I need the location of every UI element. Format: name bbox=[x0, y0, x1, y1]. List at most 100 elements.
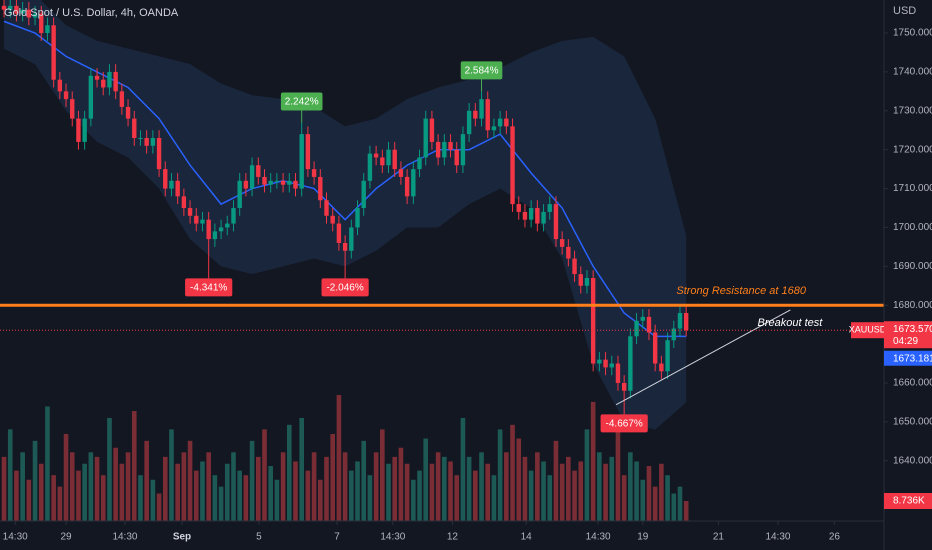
y-tick-label: 1730.000 bbox=[893, 105, 932, 116]
basis-label: 1673.181 bbox=[893, 353, 932, 364]
x-tick-label: 14:30 bbox=[586, 532, 611, 543]
volume-bar bbox=[324, 456, 329, 521]
candle-body bbox=[380, 157, 385, 166]
marker-box bbox=[460, 61, 503, 80]
symbol-tag bbox=[851, 322, 884, 339]
candle-body bbox=[94, 75, 100, 80]
candle-body bbox=[330, 215, 335, 224]
candle-body bbox=[144, 138, 149, 146]
candle-body bbox=[535, 208, 540, 224]
volume-bar bbox=[69, 452, 75, 521]
candle-body bbox=[411, 169, 416, 197]
candle-body bbox=[404, 176, 410, 197]
marker-label: -4.341% bbox=[190, 282, 227, 293]
volume-bar bbox=[547, 475, 553, 521]
candle-body bbox=[76, 118, 81, 142]
candle-body bbox=[497, 118, 503, 127]
candle-body bbox=[367, 153, 373, 181]
chart-title: Gold Spot / U.S. Dollar, 4h, OANDA bbox=[4, 7, 179, 19]
volume-bar bbox=[386, 463, 391, 521]
candle-body bbox=[659, 363, 664, 372]
marker-box bbox=[185, 278, 233, 297]
volume-bar bbox=[20, 452, 25, 521]
candle-body bbox=[671, 328, 676, 341]
candle-body bbox=[646, 316, 652, 333]
candle-body bbox=[57, 79, 63, 92]
candle-body bbox=[169, 180, 174, 189]
volume-bar bbox=[398, 447, 404, 521]
volume-bar bbox=[466, 456, 472, 521]
candle-body bbox=[504, 118, 509, 127]
volume-bar bbox=[162, 456, 168, 521]
volume-bar bbox=[255, 456, 261, 521]
volume-bar bbox=[597, 452, 602, 521]
candle-body bbox=[51, 25, 56, 80]
volume-bar bbox=[305, 470, 311, 521]
candle-body bbox=[572, 258, 577, 275]
volume-bar bbox=[32, 440, 38, 521]
x-tick-label: 12 bbox=[447, 532, 459, 543]
trend-line bbox=[615, 309, 791, 406]
candle-body bbox=[187, 208, 193, 216]
volume-bar bbox=[609, 456, 615, 521]
volume-bar bbox=[274, 479, 280, 521]
volume-bar bbox=[628, 452, 633, 521]
volume-bar bbox=[317, 479, 323, 521]
volume-bar bbox=[683, 500, 689, 521]
candle-body bbox=[590, 277, 596, 364]
volume-bar bbox=[417, 470, 422, 521]
candle-body bbox=[547, 204, 552, 212]
volume-bar bbox=[193, 470, 199, 521]
volume-bar bbox=[125, 452, 131, 521]
resistance-label: Strong Resistance at 1680 bbox=[676, 285, 807, 297]
y-tick-label: 1740.000 bbox=[893, 67, 932, 78]
candle-body bbox=[429, 118, 435, 142]
candle-body bbox=[603, 359, 608, 368]
volume-bar bbox=[1, 456, 7, 521]
volume-bar bbox=[224, 463, 230, 521]
volume-bar bbox=[88, 452, 94, 521]
y-tick-label: 1710.000 bbox=[893, 183, 932, 194]
x-tick-label: 29 bbox=[60, 532, 72, 543]
candle-body bbox=[200, 219, 205, 224]
candle-body bbox=[206, 219, 211, 240]
candle-body bbox=[20, 9, 25, 14]
volume-bar bbox=[237, 470, 242, 521]
volume-bar bbox=[243, 475, 249, 521]
candle-body bbox=[287, 180, 292, 185]
candle-body bbox=[609, 363, 614, 368]
volume-tag bbox=[884, 492, 932, 509]
candle-body bbox=[510, 126, 515, 205]
volume-bar bbox=[138, 475, 143, 521]
volume-bar bbox=[299, 417, 304, 521]
candle-body bbox=[677, 312, 683, 329]
marker-box bbox=[280, 92, 323, 111]
volume-bar bbox=[584, 429, 590, 521]
marker-label: -4.667% bbox=[606, 419, 643, 430]
candle-body bbox=[175, 180, 180, 197]
volume-bar bbox=[144, 440, 149, 521]
volume-bar bbox=[634, 461, 639, 521]
volume-bar bbox=[491, 475, 497, 521]
volume-bar bbox=[231, 452, 236, 521]
marker-label: 2.584% bbox=[465, 66, 499, 77]
candle-body bbox=[553, 204, 559, 240]
x-tick-label: 19 bbox=[637, 532, 649, 543]
volume-bar bbox=[640, 479, 646, 521]
candle-body bbox=[423, 118, 428, 158]
x-tick-label: Sep bbox=[173, 532, 191, 543]
candle-body bbox=[485, 99, 490, 131]
volume-bar bbox=[659, 463, 664, 521]
candle-body bbox=[39, 13, 44, 34]
volume-bar bbox=[460, 417, 466, 521]
candle-body bbox=[665, 340, 670, 372]
candle-body bbox=[156, 138, 162, 170]
candle-body bbox=[237, 180, 242, 209]
volume-bar bbox=[169, 429, 174, 521]
marker-box bbox=[600, 414, 648, 433]
volume-bar bbox=[175, 463, 180, 521]
volume-bar bbox=[156, 493, 162, 521]
x-tick-label: 14:30 bbox=[112, 532, 137, 543]
volume-bar bbox=[200, 461, 205, 521]
candle-body bbox=[417, 157, 422, 170]
